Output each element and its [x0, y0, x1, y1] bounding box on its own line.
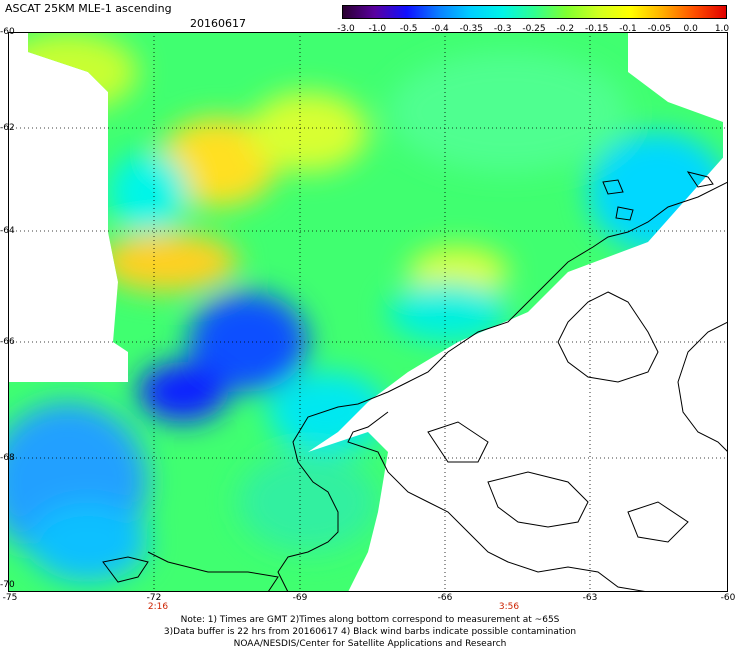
- colorbar-tick-label: -0.4: [431, 24, 449, 34]
- land-mask: [308, 152, 728, 592]
- lon-label: -72: [146, 593, 162, 603]
- lat-label: -66: [0, 337, 15, 347]
- map-frame: [8, 32, 728, 592]
- lon-label: -60: [720, 593, 736, 603]
- note-line: NOAA/NESDIS/Center for Satellite Applica…: [233, 639, 507, 649]
- wind-swath: [8, 32, 723, 592]
- colorbar-tick-label: -0.15: [585, 24, 609, 34]
- lat-label: -60: [0, 27, 15, 37]
- footnotes: Note: 1) Times are GMT 2)Times along bot…: [0, 614, 740, 650]
- note-line: Note: 1) Times are GMT 2)Times along bot…: [180, 615, 560, 625]
- time-label: 3:56: [498, 602, 520, 612]
- colorbar-tick-label: 1.0: [714, 24, 730, 34]
- colorbar-tick-label: -0.5: [399, 24, 418, 34]
- map-date: 20160617: [190, 17, 246, 30]
- time-label: 2:16: [147, 602, 169, 612]
- graticule: [8, 32, 728, 592]
- colorbar-tick-label: -1.0: [368, 24, 387, 34]
- colorbar-tick-label: -0.35: [459, 24, 483, 34]
- colorbar-tick-label: -0.05: [647, 24, 671, 34]
- colorbar: [342, 5, 727, 19]
- lon-label: -66: [437, 593, 453, 603]
- lon-label: -63: [582, 593, 598, 603]
- map-title: ASCAT 25KM MLE-1 ascending: [5, 2, 172, 15]
- colorbar-tick-label: -0.3: [493, 24, 512, 34]
- colorbar-tick-label: -0.25: [522, 24, 546, 34]
- coastline: [102, 171, 728, 592]
- lon-label: -75: [2, 593, 18, 603]
- swath-map: [8, 32, 728, 592]
- colorbar-tick-label: -0.2: [556, 24, 575, 34]
- note-line: 3)Data buffer is 22 hrs from 20160617 4)…: [163, 627, 577, 637]
- colorbar-tick-label: 0.0: [683, 24, 698, 34]
- lat-label: -68: [0, 453, 15, 463]
- lat-label: -62: [0, 123, 15, 133]
- lon-label: -69: [292, 593, 308, 603]
- colorbar-tick-label: -3.0: [337, 24, 355, 34]
- lat-label: -70: [0, 580, 15, 590]
- colorbar-tick-label: -0.1: [619, 24, 637, 34]
- lat-label: -64: [0, 226, 15, 236]
